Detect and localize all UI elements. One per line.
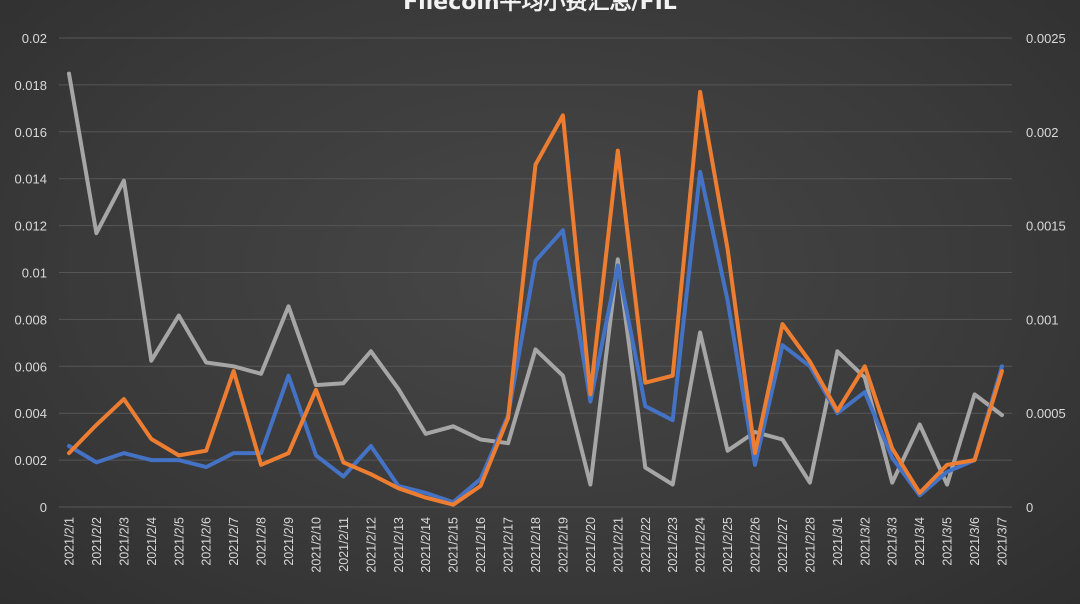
x-tick-label: 2021/2/12 — [364, 517, 378, 573]
right-axis-ticks: 0 0.0005 0.001 0.0015 0.002 0.0025 — [1026, 31, 1066, 515]
left-tick-label: 0.02 — [22, 31, 47, 46]
x-tick-label: 2021/2/19 — [556, 517, 570, 573]
x-tick-label: 2021/2/28 — [803, 517, 817, 573]
x-tick-label: 2021/3/4 — [913, 517, 927, 566]
series-line-0 — [67, 169, 1004, 505]
x-tick-label: 2021/2/11 — [337, 517, 351, 572]
x-tick-label: 2021/2/13 — [392, 517, 406, 573]
x-tick-label: 2021/2/16 — [474, 517, 488, 573]
series-line-1 — [67, 89, 1004, 507]
x-tick-label: 2021/2/22 — [639, 517, 653, 573]
left-tick-label: 0.008 — [14, 312, 47, 327]
grid-lines — [59, 37, 1012, 508]
right-tick-label: 0.002 — [1026, 125, 1059, 140]
x-tick-label: 2021/2/18 — [529, 517, 543, 573]
left-tick-label: 0.004 — [14, 406, 47, 421]
x-tick-label: 2021/2/26 — [749, 517, 763, 573]
left-axis-ticks: 0 0.002 0.004 0.006 0.008 0.01 0.012 0.014 0.016… — [14, 31, 47, 515]
left-tick-label: 0.016 — [14, 125, 47, 140]
x-tick-label: 2021/2/6 — [200, 517, 214, 566]
x-tick-label: 2021/3/7 — [996, 517, 1010, 566]
left-tick-label: 0.014 — [14, 172, 47, 187]
x-axis-ticks: 2021/2/1 2021/2/2 2021/2/3 2021/2/4 2021/2/5… — [63, 517, 1010, 573]
right-tick-label: 0.001 — [1026, 312, 1059, 327]
x-tick-label: 2021/3/2 — [858, 517, 872, 566]
x-tick-label: 2021/3/5 — [941, 517, 955, 566]
x-tick-label: 2021/2/7 — [227, 517, 241, 566]
right-tick-label: 0.0005 — [1026, 406, 1066, 421]
x-tick-label: 2021/2/10 — [309, 517, 323, 573]
x-tick-label: 2021/2/1 — [63, 517, 77, 566]
x-tick-label: 2021/2/3 — [117, 517, 131, 566]
series-lines — [67, 71, 1004, 507]
x-tick-label: 2021/2/14 — [419, 517, 433, 573]
series-line-2 — [67, 71, 1004, 487]
x-tick-label: 2021/2/20 — [584, 517, 598, 573]
left-tick-label: 0.018 — [14, 78, 47, 93]
left-tick-label: 0.002 — [14, 453, 47, 468]
x-tick-label: 2021/2/9 — [282, 517, 296, 566]
x-tick-label: 2021/2/17 — [502, 517, 516, 573]
left-tick-label: 0.012 — [14, 219, 47, 234]
right-tick-label: 0.0015 — [1026, 219, 1066, 234]
x-tick-label: 2021/2/15 — [447, 517, 461, 573]
right-tick-label: 0 — [1026, 500, 1033, 515]
left-tick-label: 0.006 — [14, 359, 47, 374]
x-tick-label: 2021/2/23 — [666, 517, 680, 573]
x-tick-label: 2021/2/8 — [255, 517, 269, 566]
right-tick-label: 0.0025 — [1026, 31, 1066, 46]
x-tick-label: 2021/2/24 — [694, 517, 708, 573]
x-tick-label: 2021/2/2 — [90, 517, 104, 566]
x-tick-label: 2021/2/21 — [611, 517, 625, 573]
chart-title: Filecoin平均小费汇总/FIL — [403, 0, 677, 15]
left-tick-label: 0 — [40, 500, 47, 515]
x-tick-label: 2021/2/25 — [721, 517, 735, 573]
x-tick-label: 2021/3/1 — [831, 517, 845, 566]
x-tick-label: 2021/3/6 — [968, 517, 982, 566]
x-tick-label: 2021/2/5 — [172, 517, 186, 566]
x-tick-label: 2021/2/4 — [145, 517, 159, 566]
left-tick-label: 0.01 — [22, 266, 47, 281]
x-tick-label: 2021/3/3 — [886, 517, 900, 566]
x-tick-label: 2021/2/27 — [776, 517, 790, 573]
